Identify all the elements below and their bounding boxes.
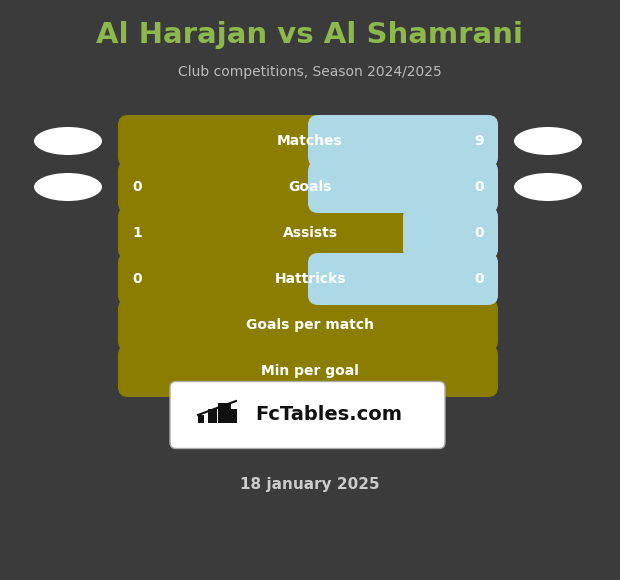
Text: Club competitions, Season 2024/2025: Club competitions, Season 2024/2025 — [178, 65, 442, 79]
Text: Goals per match: Goals per match — [246, 318, 374, 332]
FancyBboxPatch shape — [118, 299, 498, 351]
Text: Matches: Matches — [277, 134, 343, 148]
FancyBboxPatch shape — [228, 409, 237, 423]
FancyBboxPatch shape — [308, 253, 498, 305]
Text: 0: 0 — [132, 180, 141, 194]
FancyBboxPatch shape — [118, 207, 498, 259]
FancyBboxPatch shape — [118, 161, 498, 213]
Text: 0: 0 — [132, 272, 141, 286]
Text: Goals: Goals — [288, 180, 332, 194]
FancyBboxPatch shape — [208, 409, 217, 423]
Ellipse shape — [514, 127, 582, 155]
Text: Assists: Assists — [283, 226, 337, 240]
FancyBboxPatch shape — [118, 115, 498, 167]
FancyBboxPatch shape — [118, 253, 498, 305]
Text: 9: 9 — [474, 134, 484, 148]
Text: 18 january 2025: 18 january 2025 — [240, 477, 380, 492]
Text: Min per goal: Min per goal — [261, 364, 359, 378]
FancyBboxPatch shape — [118, 345, 498, 397]
FancyBboxPatch shape — [308, 263, 328, 295]
Text: Al Harajan vs Al Shamrani: Al Harajan vs Al Shamrani — [97, 21, 523, 49]
FancyBboxPatch shape — [308, 125, 328, 157]
Text: 0: 0 — [474, 272, 484, 286]
Text: FcTables.com: FcTables.com — [255, 405, 402, 425]
Text: 0: 0 — [474, 180, 484, 194]
FancyBboxPatch shape — [308, 115, 498, 167]
Text: Hattricks: Hattricks — [274, 272, 346, 286]
Ellipse shape — [34, 127, 102, 155]
Ellipse shape — [34, 173, 102, 201]
FancyBboxPatch shape — [198, 415, 204, 423]
FancyBboxPatch shape — [170, 382, 445, 448]
FancyBboxPatch shape — [403, 207, 498, 259]
Ellipse shape — [514, 173, 582, 201]
FancyBboxPatch shape — [308, 161, 498, 213]
FancyBboxPatch shape — [308, 171, 328, 203]
Text: 1: 1 — [132, 226, 142, 240]
Text: 0: 0 — [474, 226, 484, 240]
FancyBboxPatch shape — [218, 403, 231, 423]
FancyBboxPatch shape — [403, 217, 423, 249]
